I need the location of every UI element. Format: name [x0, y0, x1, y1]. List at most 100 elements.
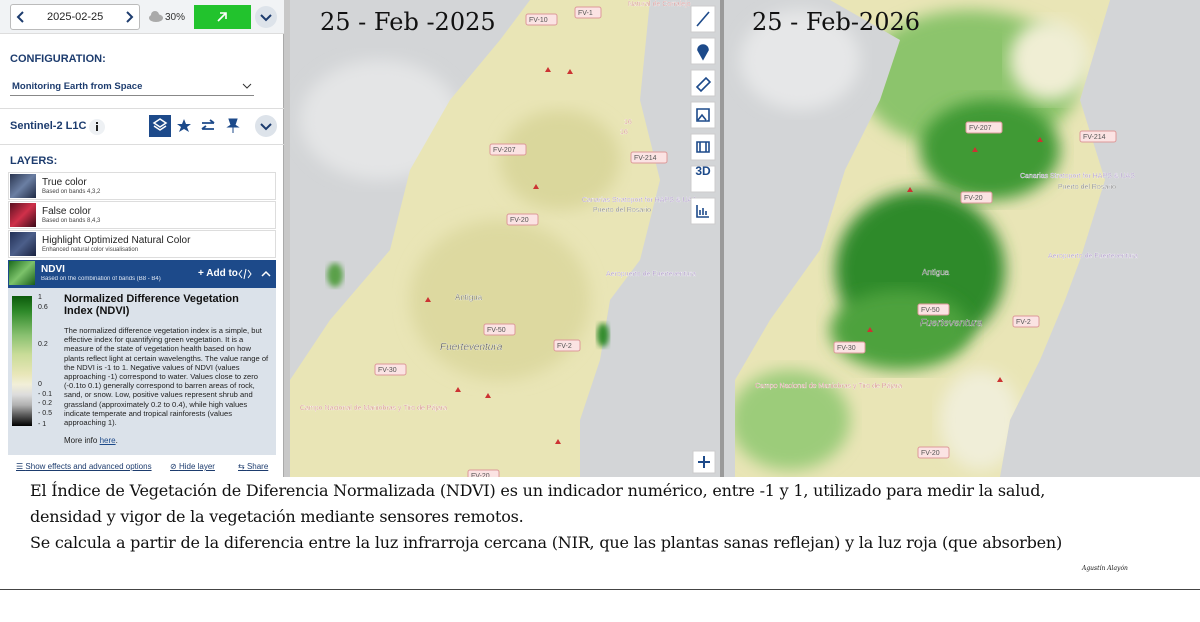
divider: [0, 144, 284, 145]
layer-description: Based on bands 4,3,2: [42, 189, 101, 195]
road-shield: [489, 143, 527, 156]
tool-button[interactable]: [690, 133, 716, 161]
place-label: Antigua: [455, 293, 483, 302]
tool-button[interactable]: [690, 69, 716, 97]
layer-description: Based on bands 8,4,3: [42, 218, 101, 224]
hide-layer-label: Hide layer: [178, 462, 215, 471]
cloud: [740, 10, 860, 110]
sidebar: 2025-02-25 30% CONFIGURATION: Monitoring…: [0, 0, 284, 477]
tool-button[interactable]: [690, 165, 716, 193]
layer-actions[interactable]: [238, 268, 272, 280]
layer-text: The normalized difference vegetation ind…: [64, 326, 269, 428]
peak-marker: [972, 147, 978, 152]
layer-name: False color: [42, 206, 91, 217]
place-label: Campo Nacional de Maniobras y Tiro de Pá…: [755, 383, 902, 390]
share-label: Share: [246, 462, 269, 471]
place-label: Puerto del Rosario: [593, 207, 651, 214]
layer-tabs[interactable]: [148, 114, 248, 138]
terrain: [500, 110, 620, 210]
road-shield: [574, 6, 602, 19]
more-info-prefix: More info: [64, 436, 100, 445]
map-left[interactable]: [290, 0, 722, 477]
layer-name: NDVI: [41, 264, 65, 275]
info-icon[interactable]: [88, 118, 106, 136]
layer-item[interactable]: False color Based on bands 8,4,3: [8, 201, 276, 229]
layer-name: True color: [42, 177, 87, 188]
date[interactable]: 2025-02-25: [47, 11, 104, 23]
prev-day[interactable]: [15, 11, 27, 23]
layer-thumbnail: [10, 203, 36, 227]
dropdown-arrow: [242, 83, 252, 89]
more-info: More info here.: [64, 436, 118, 445]
legend-bar: [12, 296, 32, 426]
place-label: Campo Nacional de Maniobras y Tiro de Pá…: [300, 405, 447, 412]
legend-label: 0.6: [38, 304, 48, 311]
bare-soil: [1010, 20, 1090, 100]
road-label: FV-1: [578, 10, 593, 17]
tool-button[interactable]: [690, 5, 716, 33]
caption-line: densidad y vigor de la vegetación median…: [30, 507, 524, 526]
tool-icon: [696, 205, 709, 218]
config-dropdown[interactable]: Monitoring Earth from Space: [10, 78, 254, 96]
road-label: FV-50: [921, 307, 940, 314]
layer-thumbnail: [9, 261, 35, 285]
map-right[interactable]: [724, 0, 1200, 477]
layer-title: Normalized Difference Vegetation Index (…: [64, 293, 239, 317]
road-shield: [525, 13, 558, 26]
vegetation: [327, 263, 343, 287]
dataset-name: Sentinel-2 L1C: [10, 120, 87, 132]
peak-marker: [567, 69, 573, 74]
road-label: FV-207: [969, 125, 992, 132]
layer-item[interactable]: Highlight Optimized Natural Color Enhanc…: [8, 230, 276, 258]
place-label: Fuerteventura: [920, 318, 983, 329]
config-selected: Monitoring Earth from Space: [12, 81, 143, 92]
road-shield: [833, 341, 866, 354]
terrain: [410, 220, 590, 380]
place-label: Aeropuerto de Fuerteventura: [606, 271, 696, 278]
zoom-icon: [698, 456, 710, 468]
more-info-link[interactable]: here: [99, 436, 116, 445]
peak-marker: [907, 187, 913, 192]
compare-divider[interactable]: [720, 0, 724, 477]
road-label: FV-30: [378, 367, 397, 374]
hide-layer-link[interactable]: ⊘ Hide layer: [170, 462, 215, 471]
vegetation: [830, 290, 970, 370]
vegetation: [597, 323, 609, 347]
map-title: 25 - Feb -2025: [320, 8, 496, 36]
caption: El Índice de Vegetación de Diferencia No…: [0, 477, 1200, 590]
layer-thumbnail: [10, 174, 36, 198]
effects-link[interactable]: ☰ Show effects and advanced options: [16, 462, 152, 471]
top-bar: 2025-02-25 30%: [0, 0, 284, 34]
visualize-button[interactable]: [194, 5, 251, 29]
peak-marker: [533, 184, 539, 189]
next-day[interactable]: [123, 11, 135, 23]
arrow-icon: [217, 12, 227, 22]
place-label: Natural de Corralejo: [628, 1, 691, 8]
vegetation: [735, 370, 850, 470]
map-compare: 25 - Feb -2025 25 - Feb-2026 FV-10 FV-1 Natu…: [290, 0, 1200, 477]
road-shield: [630, 151, 668, 164]
collapse-button[interactable]: [254, 5, 278, 29]
bare-soil: [940, 370, 1020, 470]
layer-item[interactable]: True color Based on bands 4,3,2: [8, 172, 276, 200]
date-picker[interactable]: 2025-02-25: [10, 4, 140, 30]
legend-label: - 1: [38, 421, 47, 428]
caption-line: El Índice de Vegetación de Diferencia No…: [30, 481, 1046, 500]
legend-label: - 0.1: [38, 391, 53, 398]
add-to-button[interactable]: + Add to: [198, 268, 238, 279]
caption-line: Se calcula a partir de la diferencia ent…: [30, 533, 1063, 552]
road-label: FV-207: [493, 147, 516, 154]
cloud: [300, 60, 460, 180]
road-shield: [960, 191, 993, 204]
share-link[interactable]: ⇆ Share: [238, 462, 269, 471]
road-label: FV-20: [964, 195, 983, 202]
layer-name: Highlight Optimized Natural Color: [42, 235, 191, 246]
active-layer-header[interactable]: NDVI Based on the combination of bands (…: [8, 260, 276, 288]
map-title: 25 - Feb-2026: [752, 8, 920, 36]
config-heading: CONFIGURATION:: [10, 53, 106, 65]
road-shield: [483, 323, 516, 336]
dataset-toggle[interactable]: [254, 114, 278, 138]
legend-label: - 0.5: [38, 410, 53, 417]
road-shield: [1012, 315, 1040, 328]
legend-label: 0: [38, 381, 42, 388]
